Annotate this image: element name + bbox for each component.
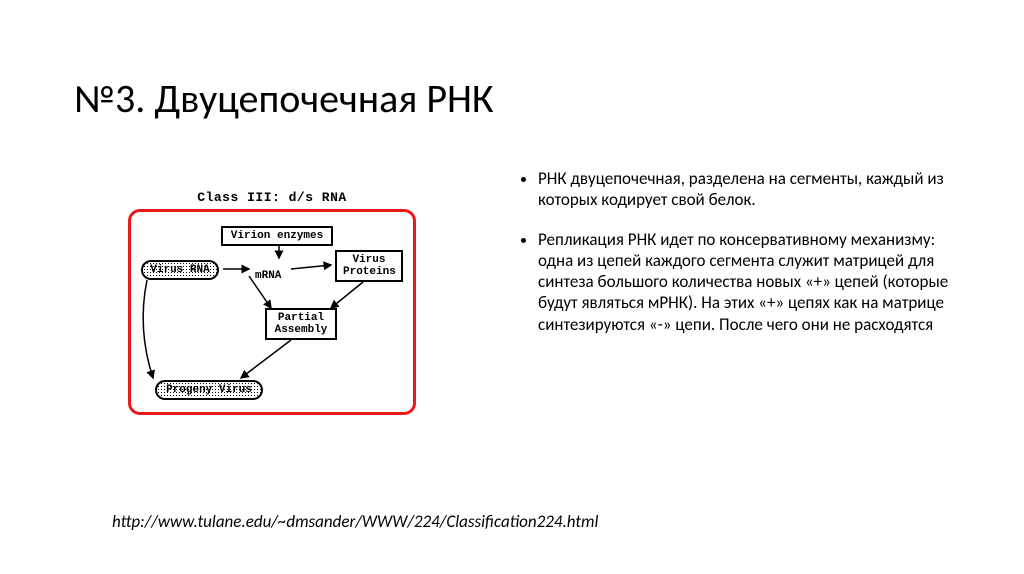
diagram-heading: Class III: d/s RNA (128, 190, 416, 205)
node-progeny-virus: Progeny Virus (155, 380, 263, 400)
node-virion-enzymes: Virion enzymes (221, 226, 333, 246)
node-virus-rna: Virus RNA (141, 260, 219, 280)
bullet-list: РНК двуцепочечная, разделена на сегменты… (520, 168, 950, 353)
bullet-item: Репликация РНК идет по консервативному м… (538, 229, 950, 335)
source-url: http://www.tulane.edu/~dmsander/WWW/224/… (112, 511, 598, 532)
bullet-item: РНК двуцепочечная, разделена на сегменты… (538, 168, 950, 211)
slide-title: №3. Двуцепочечная РНК (74, 74, 494, 123)
node-partial-asm: PartialAssembly (265, 308, 337, 340)
label-mrna: mRNA (255, 270, 281, 282)
diagram: Class III: d/s RNA Virion enzymesVirus R… (128, 190, 416, 415)
diagram-box: Virion enzymesVirus RNA VirusProteins Part… (128, 209, 416, 415)
node-virus-proteins: VirusProteins (335, 250, 403, 282)
